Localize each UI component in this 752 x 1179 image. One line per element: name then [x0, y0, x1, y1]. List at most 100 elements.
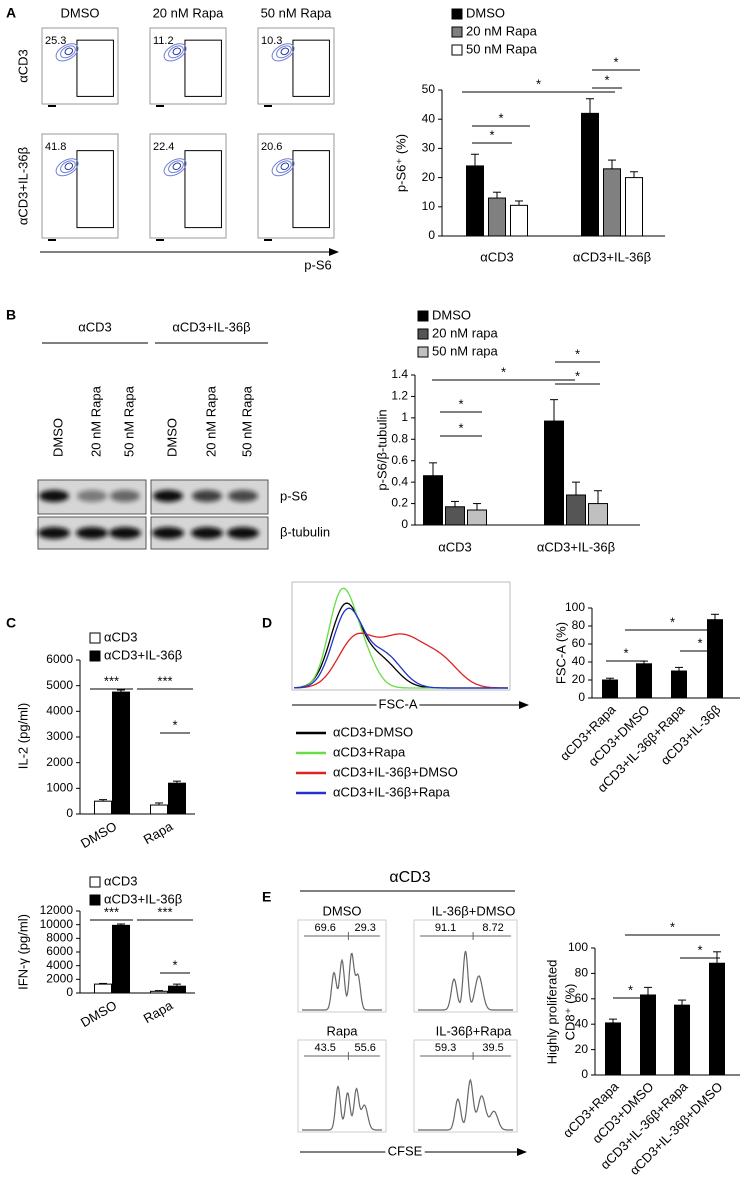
band: [191, 527, 223, 539]
cfse-curve: [418, 1078, 513, 1131]
y-tick-label: 0.6: [391, 453, 408, 467]
flow-plot-frame: [257, 133, 335, 239]
lane-label: 50 nM Rapa: [239, 385, 254, 457]
legend-swatch: [451, 26, 463, 38]
bar: [94, 983, 112, 994]
plot-title: DMSO: [323, 903, 362, 918]
contour: [172, 47, 182, 56]
y-tick-label: 40: [422, 111, 436, 125]
band-label: p-S6: [280, 488, 307, 503]
significance-label: *: [628, 982, 633, 997]
plot-title: IL-36β+Rapa: [436, 1023, 513, 1038]
gate: [76, 39, 114, 97]
y-tick-label: 40: [575, 1016, 589, 1030]
y-tick-label: 3000: [46, 729, 73, 743]
bar: [466, 165, 484, 237]
legend-swatch: [89, 650, 101, 662]
row-label: αCD3: [15, 49, 30, 83]
contour: [271, 43, 295, 62]
error-bar: [117, 689, 125, 693]
contour: [280, 47, 290, 56]
contour: [163, 43, 187, 62]
significance-label: *: [536, 76, 541, 91]
band: [192, 490, 222, 502]
y-tick-label: 20: [575, 1042, 589, 1056]
gate-percentage: 10.3: [261, 35, 282, 47]
bar: [640, 994, 656, 1076]
significance-label: ***: [104, 904, 119, 919]
y-tick-label: 10000: [40, 917, 74, 931]
flow-plot-frame: [149, 27, 227, 105]
y-tick-label: 0: [428, 228, 435, 242]
y-tick-label: 1.2: [391, 389, 408, 403]
y-tick-label: 4000: [46, 704, 73, 718]
panel-label: C: [6, 615, 16, 631]
panel-label: D: [262, 615, 272, 631]
legend-label: αCD3+IL-36β+DMSO: [333, 764, 458, 779]
error-bar: [675, 666, 683, 671]
legend-label: 50 nM Rapa: [466, 41, 538, 56]
error-bar: [609, 1018, 617, 1023]
bar: [510, 204, 528, 237]
contour: [60, 160, 76, 174]
significance-label: ***: [157, 673, 172, 688]
flow-plot-frame: [257, 27, 335, 105]
y-tick-label: 80: [575, 966, 589, 980]
x-tick-label: Rapa: [141, 997, 176, 1026]
contour: [168, 45, 184, 59]
y-tick-label: 0: [401, 517, 408, 531]
plot-title: IL-36β+DMSO: [432, 903, 516, 918]
legend-label: αCD3: [104, 873, 138, 888]
plot-frame: [413, 919, 518, 1013]
gate-percentage: 20.6: [261, 141, 282, 153]
contour: [60, 45, 76, 59]
y-tick-label: 6000: [46, 944, 73, 958]
gate: [292, 39, 330, 97]
x-tick-label: αCD3+IL-36β: [537, 539, 615, 554]
group-label: αCD3+IL-36β: [172, 319, 250, 334]
axis-label: FSC-A: [379, 696, 418, 711]
contour: [172, 162, 182, 171]
y-axis-label: Highly proliferated: [544, 960, 559, 1065]
panel-label: B: [6, 307, 16, 323]
band: [38, 527, 70, 539]
panel-label: A: [6, 5, 16, 21]
error-bar: [173, 983, 181, 987]
contour: [168, 160, 184, 174]
band: [152, 527, 184, 539]
y-tick-label: 20: [422, 170, 436, 184]
legend-swatch: [451, 8, 463, 20]
band: [39, 490, 69, 502]
y-tick-label: 0.4: [391, 474, 408, 488]
y-tick-label: 5000: [46, 678, 73, 692]
bar: [707, 619, 723, 699]
column-header: DMSO: [61, 5, 100, 20]
x-tick-label: αCD3: [438, 539, 472, 554]
y-axis-label: FSC-A (%): [553, 622, 568, 684]
band: [153, 490, 183, 502]
y-tick-label: 0: [66, 985, 73, 999]
error-bar: [99, 799, 107, 802]
bar: [709, 962, 725, 1076]
group-label: αCD3: [78, 319, 112, 334]
contour: [64, 162, 74, 171]
error-bar: [117, 923, 125, 926]
column-header: 50 nM Rapa: [261, 5, 333, 20]
gate: [184, 150, 222, 229]
gate-value: 29.3: [354, 922, 375, 934]
legend-label: αCD3+IL-36β: [104, 891, 182, 906]
contour: [55, 158, 79, 177]
y-tick-label: 100: [568, 940, 588, 954]
error-bar: [173, 780, 181, 784]
lane-label: 50 nM Rapa: [121, 385, 136, 457]
bar: [566, 494, 586, 526]
axis-label: p-S6: [304, 257, 331, 272]
bar: [94, 800, 112, 815]
band: [109, 527, 141, 539]
gate-percentage: 22.4: [153, 141, 174, 153]
x-tick-label: αCD3: [480, 249, 514, 264]
plot-frame: [297, 919, 387, 1013]
error-bar: [471, 153, 479, 166]
axis-label: CFSE: [388, 1143, 423, 1158]
bar: [602, 679, 618, 699]
